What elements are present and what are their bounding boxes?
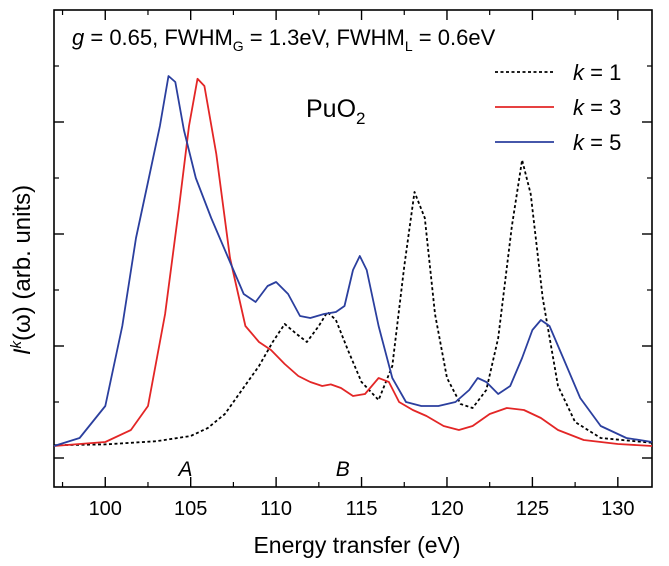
title-g-value: = 0.65, FWHM xyxy=(84,25,233,50)
ylabel-i: I xyxy=(9,348,36,355)
annotation-sub: 2 xyxy=(356,109,365,128)
plot-frame xyxy=(53,9,653,488)
x-tick-label: 110 xyxy=(260,498,292,520)
y-axis-label: Ik(ω) (arb. units) xyxy=(8,185,36,355)
legend: k = 1 k = 3 k = 5 xyxy=(495,60,621,155)
chart-title: g = 0.65, FWHMG = 1.3eV, FWHML = 0.6eV xyxy=(72,25,496,54)
x-tick-label: 120 xyxy=(430,498,463,520)
legend-entry: k = 3 xyxy=(573,95,621,120)
plot-area: 100 105 110 115 120 125 130 A Bk = 1 k = 3 k = 5 xyxy=(53,9,653,520)
title-sub-g: G xyxy=(233,38,244,54)
title-mid: = 1.3eV, FWHM xyxy=(244,25,405,50)
title-end: = 0.6eV xyxy=(413,25,496,50)
series-line-k5 xyxy=(53,75,653,447)
x-tick-label: 125 xyxy=(516,498,549,520)
legend-entry: k = 1 xyxy=(573,60,621,85)
svg-text:Ik(ω) (arb. units): Ik(ω) (arb. units) xyxy=(8,185,36,355)
ylabel-rest: (ω) (arb. units) xyxy=(9,185,36,341)
legend-entry: k = 5 xyxy=(573,130,621,155)
svg-text:PuO2: PuO2 xyxy=(306,95,366,128)
x-tick-label: 105 xyxy=(174,498,207,520)
series-line-k3 xyxy=(53,77,653,447)
puo2-annotation: PuO2 xyxy=(306,95,366,128)
x-tick-label: 100 xyxy=(89,498,122,520)
series-line-k1 xyxy=(53,159,653,447)
x-tick-label: 115 xyxy=(346,498,378,520)
svg-text:g = 0.65, FWHMG = 1.3eV, FWHML: g = 0.65, FWHMG = 1.3eV, FWHML = 0.6eV xyxy=(72,25,496,54)
title-sub-l: L xyxy=(405,38,413,54)
ylabel-k: k xyxy=(8,339,25,348)
region-label-B: B xyxy=(336,458,350,481)
region-label-A: A xyxy=(177,458,193,481)
x-axis-label: Energy transfer (eV) xyxy=(253,532,460,558)
annotation-base: PuO xyxy=(306,95,356,123)
title-g: g xyxy=(72,25,85,50)
x-tick-label: 130 xyxy=(601,498,634,520)
